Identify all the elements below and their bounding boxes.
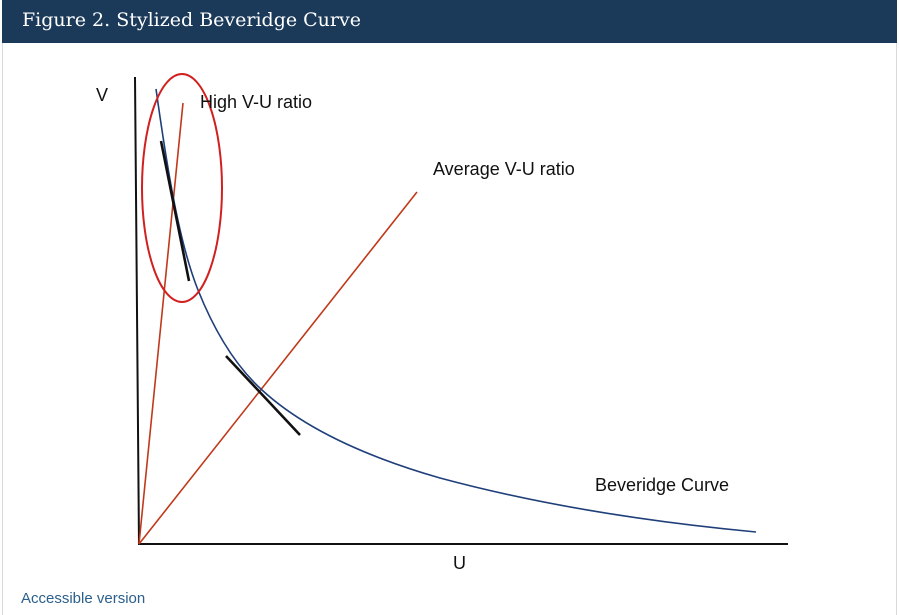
tangent-line-high bbox=[159, 140, 191, 282]
figure-header: Figure 2. Stylized Beveridge Curve bbox=[2, 0, 897, 43]
high-ratio-ray bbox=[138, 102, 184, 545]
tangent-line-average bbox=[225, 355, 301, 436]
beveridge-curve-label: Beveridge Curve bbox=[595, 475, 729, 495]
average-ratio-label: Average V-U ratio bbox=[433, 159, 575, 179]
accessible-version-link[interactable]: Accessible version bbox=[21, 590, 146, 607]
x-axis-label: U bbox=[453, 553, 466, 573]
y-axis bbox=[134, 76, 140, 546]
y-axis-label: V bbox=[96, 85, 108, 105]
high-ratio-highlight-ellipse bbox=[141, 73, 223, 303]
average-ratio-ray bbox=[138, 191, 418, 545]
high-ratio-label: High V-U ratio bbox=[200, 92, 312, 112]
figure-title: Figure 2. Stylized Beveridge Curve bbox=[22, 9, 361, 31]
beveridge-curve bbox=[155, 88, 757, 533]
